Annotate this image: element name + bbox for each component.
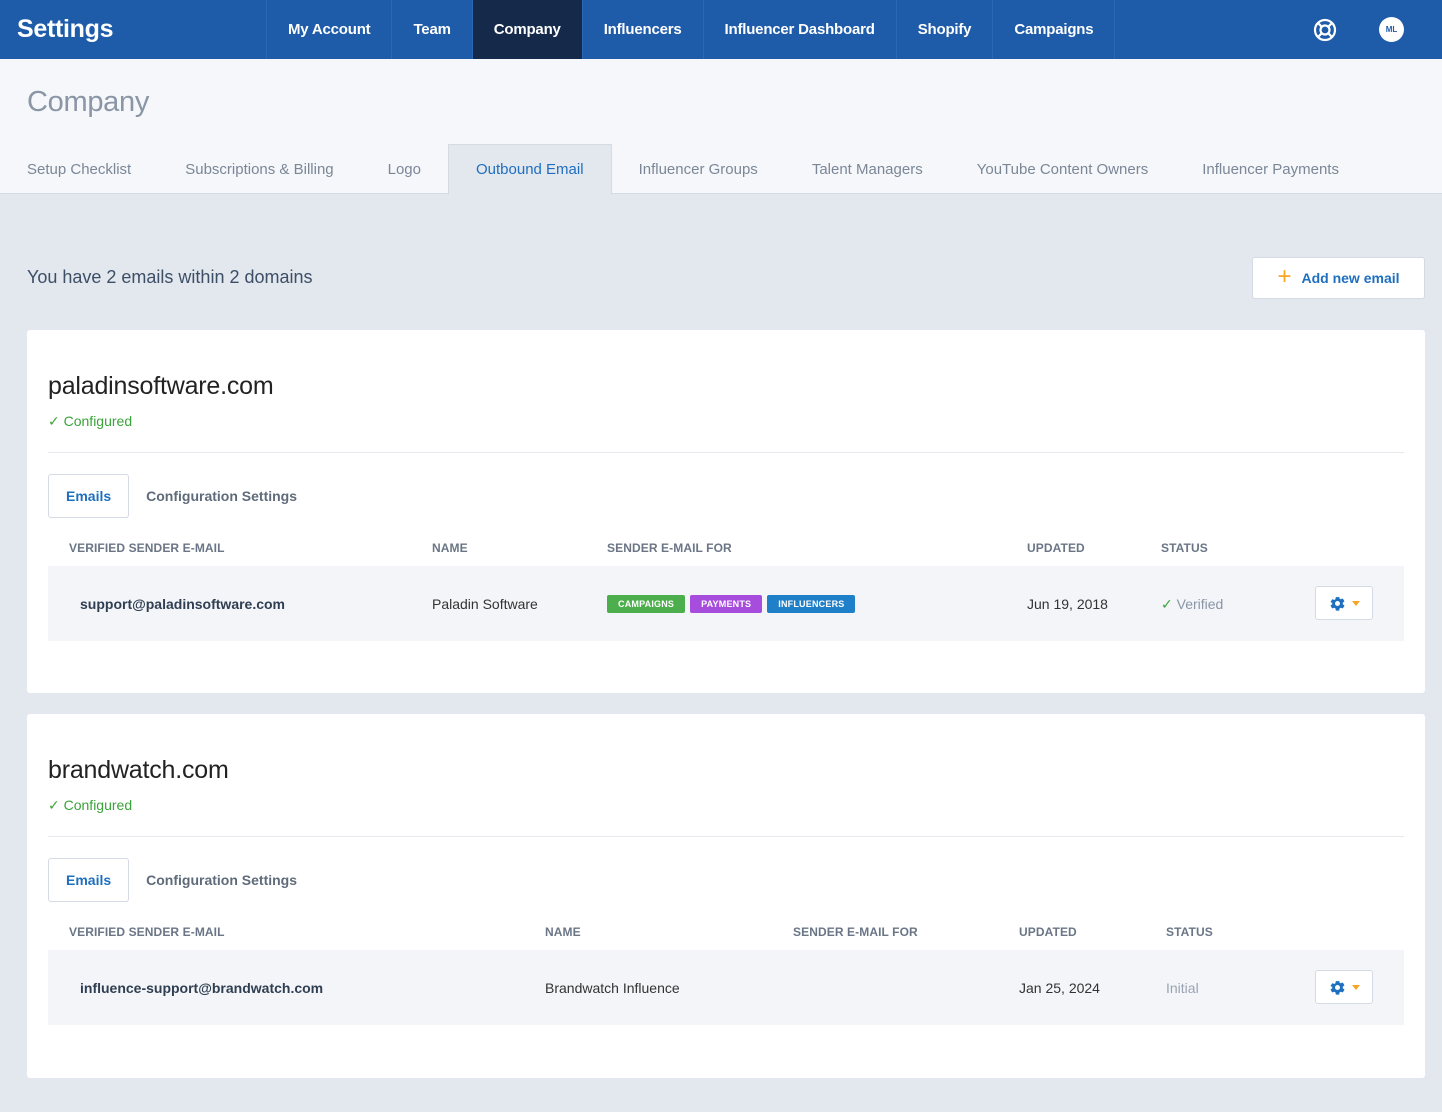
check-icon: ✓ <box>48 797 60 813</box>
divider <box>48 452 1404 453</box>
updated-date: Jan 25, 2024 <box>1019 980 1100 996</box>
tag-payments: PAYMENTS <box>690 595 763 613</box>
tab-setup-checklist[interactable]: Setup Checklist <box>27 160 132 178</box>
tab-emails[interactable]: Emails <box>48 858 130 902</box>
nav-item-team[interactable]: Team <box>392 0 473 59</box>
tab-talent-managers[interactable]: Talent Managers <box>811 160 923 178</box>
nav-item-influencer-dashboard[interactable]: Influencer Dashboard <box>704 0 897 59</box>
domain-tabs: Emails Configuration Settings <box>48 858 314 902</box>
tab-logo[interactable]: Logo <box>387 160 421 178</box>
check-icon: ✓ <box>1161 596 1173 612</box>
tab-influencer-groups[interactable]: Influencer Groups <box>638 160 758 178</box>
sender-name: Paladin Software <box>432 596 538 612</box>
column-header-sender-for: SENDER E-MAIL FOR <box>607 541 732 555</box>
domain-name: brandwatch.com <box>48 756 229 784</box>
row-actions-button[interactable] <box>1315 970 1373 1004</box>
lifebuoy-icon[interactable] <box>1313 18 1337 42</box>
column-header-name: NAME <box>545 925 581 939</box>
caret-down-icon <box>1351 600 1360 606</box>
avatar[interactable]: ML <box>1379 17 1404 42</box>
column-header-name: NAME <box>432 541 468 555</box>
column-header-status: STATUS <box>1161 541 1208 555</box>
nav-item-influencers[interactable]: Influencers <box>583 0 704 59</box>
tag-influencers: INFLUENCERS <box>767 595 856 613</box>
nav-item-company[interactable]: Company <box>472 0 583 59</box>
status-label: Verified <box>1176 596 1224 612</box>
domain-status: ✓ Configured <box>48 413 132 430</box>
row-actions-button[interactable] <box>1315 586 1373 620</box>
caret-down-icon <box>1351 984 1360 990</box>
page-header: Company Setup Checklist Subscriptions & … <box>0 59 1442 195</box>
app-title: Settings <box>17 15 114 43</box>
updated-date: Jun 19, 2018 <box>1027 596 1108 612</box>
sender-email: influence-support@brandwatch.com <box>80 980 324 996</box>
column-header-updated: UPDATED <box>1027 541 1085 555</box>
domain-tabs: Emails Configuration Settings <box>48 474 314 518</box>
nav-right: ML <box>1313 0 1442 59</box>
domain-card: paladinsoftware.com ✓ Configured Emails … <box>27 330 1425 693</box>
tab-outbound-email[interactable]: Outbound Email <box>448 144 612 195</box>
add-new-email-button[interactable]: + Add new email <box>1252 257 1425 299</box>
tag-campaigns: CAMPAIGNS <box>607 595 686 613</box>
check-icon: ✓ <box>48 413 60 429</box>
divider <box>48 836 1404 837</box>
domain-card: brandwatch.com ✓ Configured Emails Confi… <box>27 714 1425 1078</box>
email-summary: You have 2 emails within 2 domains <box>27 267 313 287</box>
nav-item-shopify[interactable]: Shopify <box>897 0 994 59</box>
sender-email: support@paladinsoftware.com <box>80 596 286 612</box>
tab-configuration-settings[interactable]: Configuration Settings <box>146 488 298 504</box>
column-header-sender-for: SENDER E-MAIL FOR <box>793 925 918 939</box>
column-header-email: VERIFIED SENDER E-MAIL <box>69 925 225 939</box>
column-header-updated: UPDATED <box>1019 925 1077 939</box>
sender-for-tags: CAMPAIGNS PAYMENTS INFLUENCERS <box>607 595 856 613</box>
gear-icon <box>1330 596 1344 611</box>
tab-configuration-settings[interactable]: Configuration Settings <box>146 872 298 888</box>
domain-name: paladinsoftware.com <box>48 372 274 400</box>
domain-status: ✓ Configured <box>48 797 132 814</box>
column-header-status: STATUS <box>1166 925 1213 939</box>
add-new-email-label: Add new email <box>1301 270 1400 286</box>
page-title: Company <box>27 86 150 118</box>
nav-item-campaigns[interactable]: Campaigns <box>993 0 1116 59</box>
domain-status-label: Configured <box>63 797 133 813</box>
sender-name: Brandwatch Influence <box>545 980 680 996</box>
tab-subscriptions-billing[interactable]: Subscriptions & Billing <box>185 160 334 178</box>
tab-youtube-content-owners[interactable]: YouTube Content Owners <box>976 160 1149 178</box>
table-row: influence-support@brandwatch.com Brandwa… <box>48 950 1404 1025</box>
tab-influencer-payments[interactable]: Influencer Payments <box>1202 160 1339 178</box>
domain-status-label: Configured <box>63 413 133 429</box>
nav-item-my-account[interactable]: My Account <box>267 0 393 59</box>
status-cell: ✓ Verified <box>1161 596 1223 613</box>
top-nav: Settings My Account Team Company Influen… <box>0 0 1442 59</box>
status-label: Initial <box>1166 980 1199 996</box>
table-row: support@paladinsoftware.com Paladin Soft… <box>48 566 1404 641</box>
company-tabs: Setup Checklist Subscriptions & Billing … <box>0 144 1366 195</box>
gear-icon <box>1330 980 1344 995</box>
column-header-email: VERIFIED SENDER E-MAIL <box>69 541 225 555</box>
nav-menu: My Account Team Company Influencers Infl… <box>266 0 1116 59</box>
tab-emails[interactable]: Emails <box>48 474 130 518</box>
plus-icon: + <box>1277 263 1292 290</box>
